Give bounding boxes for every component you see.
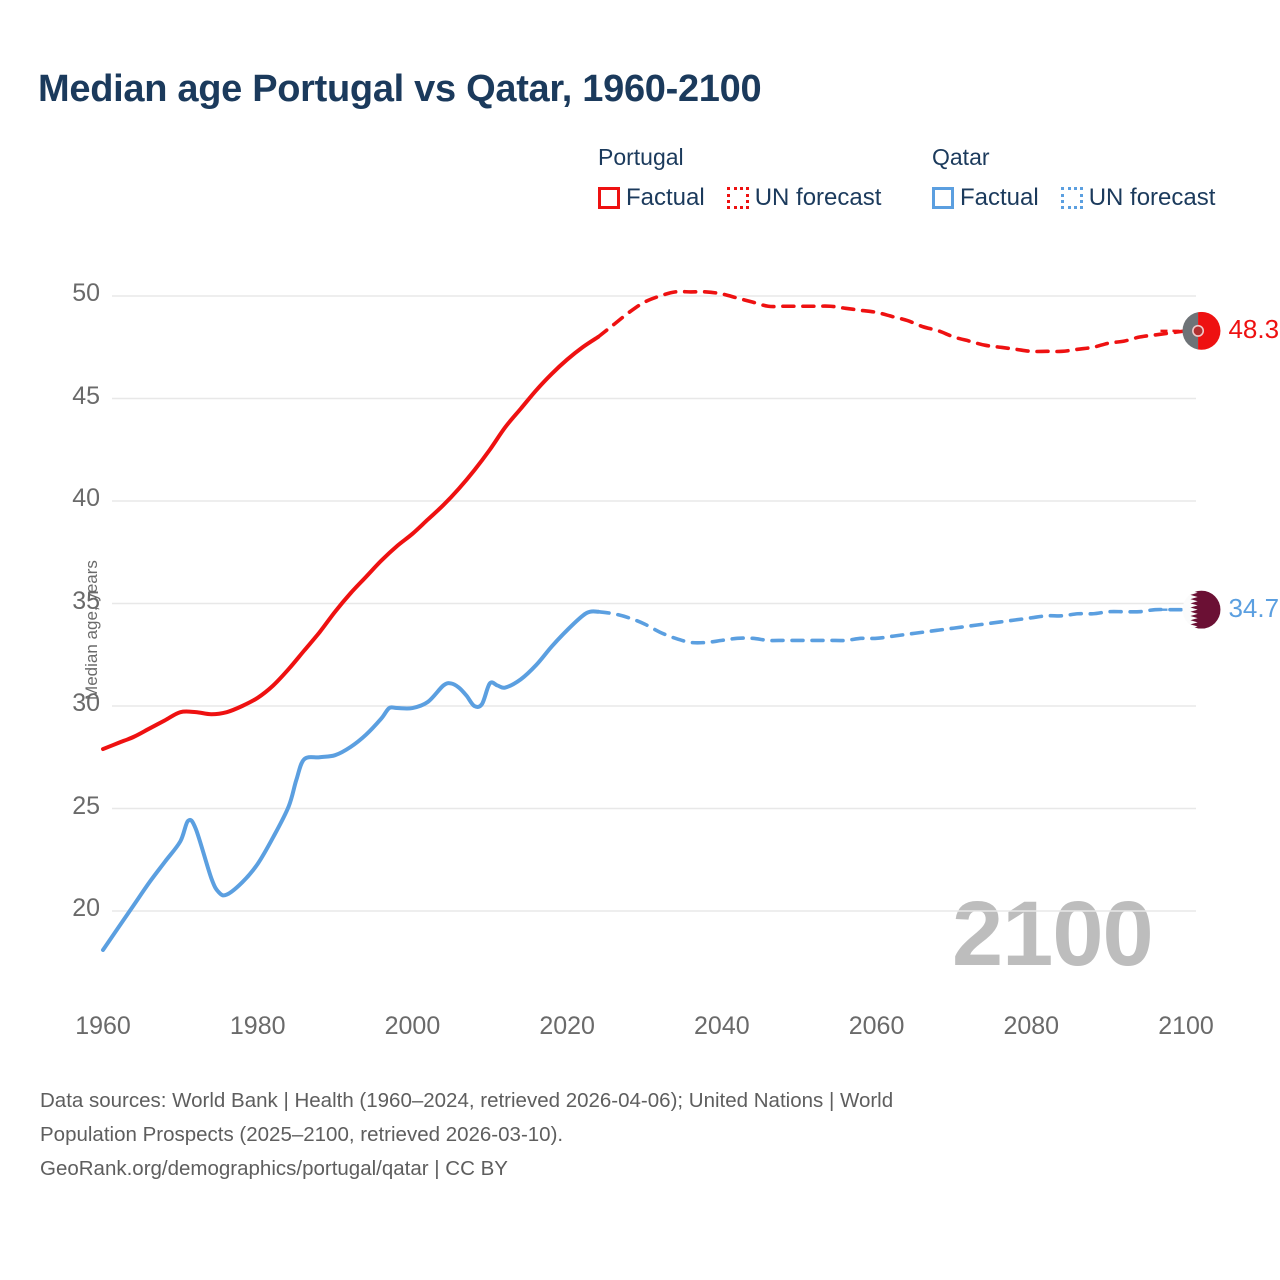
- legend-group-portugal: Portugal Factual UN forecast: [598, 142, 881, 212]
- x-tick-label: 2080: [1003, 1012, 1060, 1040]
- series-lines: [101, 289, 1188, 952]
- y-axis-title: Median age, years: [82, 560, 101, 700]
- legend-country-portugal: Portugal: [598, 144, 684, 170]
- page-title: Median age Portugal vs Qatar, 1960-2100: [38, 68, 762, 110]
- x-tick-label: 2000: [384, 1012, 441, 1040]
- legend-swatch-dotted-icon: [726, 187, 749, 209]
- watermark-year: 2100: [952, 883, 1154, 985]
- line-portugal-factual: [101, 335, 601, 752]
- line-portugal-forecast: [596, 289, 1188, 354]
- legend-item-qatar-forecast[interactable]: UN forecast: [1060, 184, 1216, 212]
- y-tick-label: 30: [72, 689, 100, 717]
- legend-country-qatar: Qatar: [932, 144, 990, 170]
- footer-sources: Data sources: World Bank | Health (1960–…: [40, 1084, 1220, 1186]
- gridlines: [112, 295, 1196, 912]
- endpoint-markers: [1160, 311, 1221, 629]
- footer-line-1: Data sources: World Bank | Health (1960–…: [40, 1089, 894, 1112]
- y-tick-label: 35: [72, 586, 100, 615]
- legend-swatch-solid-icon: [932, 187, 954, 209]
- y-tick-label: 40: [72, 484, 100, 512]
- legend-label-portugal-forecast: UN forecast: [754, 184, 882, 211]
- endpoint-label-portugal: 48.3: [1228, 313, 1280, 344]
- x-tick-label: 1980: [229, 1012, 286, 1040]
- legend-swatch-dotted-icon: [1060, 187, 1083, 209]
- y-tick-label: 25: [72, 791, 100, 820]
- footer-line-3: GeoRank.org/demographics/portugal/qatar …: [40, 1157, 508, 1180]
- line-qatar-forecast: [596, 607, 1188, 645]
- chart-legend: Portugal Factual UN forecast Qatar Factu…: [598, 142, 1258, 228]
- endpoint-marker-qatar-flag-icon: [1182, 590, 1221, 629]
- legend-item-portugal-factual[interactable]: Factual: [598, 184, 705, 212]
- y-tick-label: 50: [72, 279, 100, 307]
- legend-label-qatar-factual: Factual: [960, 184, 1039, 211]
- x-tick-label: 2100: [1158, 1012, 1214, 1040]
- legend-item-portugal-forecast[interactable]: UN forecast: [726, 184, 882, 212]
- legend-label-portugal-factual: Factual: [626, 184, 705, 211]
- footer-line-2: Population Prospects (2025–2100, retriev…: [40, 1123, 564, 1146]
- legend-label-qatar-forecast: UN forecast: [1088, 184, 1216, 211]
- x-tick-label: 2040: [694, 1012, 750, 1040]
- y-tick-label: 45: [72, 381, 100, 410]
- endpoint-label-qatar: 34.7: [1228, 592, 1280, 623]
- x-tick-label: 1960: [75, 1012, 131, 1040]
- legend-swatch-solid-icon: [598, 187, 620, 209]
- line-qatar-factual: [101, 609, 601, 952]
- legend-item-qatar-factual[interactable]: Factual: [932, 184, 1039, 212]
- legend-group-qatar: Qatar Factual UN forecast: [932, 142, 1215, 212]
- y-tick-label: 20: [72, 894, 100, 922]
- endpoint-marker-portugal-flag-icon: [1182, 311, 1221, 350]
- x-tick-label: 2020: [539, 1012, 595, 1040]
- x-tick-label: 2060: [848, 1012, 905, 1040]
